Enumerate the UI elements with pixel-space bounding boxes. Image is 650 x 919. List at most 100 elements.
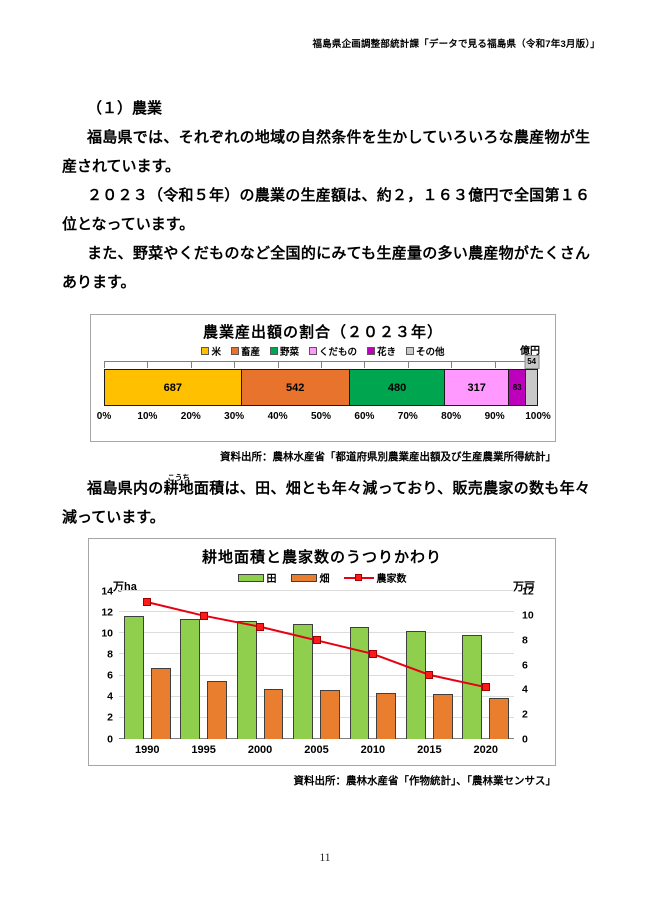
legend-swatch-icon	[269, 347, 278, 355]
right-axis-label: 8	[522, 634, 528, 647]
line-marker	[368, 649, 377, 658]
left-axis-label: 8	[107, 648, 113, 661]
tick-mark	[407, 362, 409, 368]
legend-swatch-icon	[230, 347, 239, 355]
bar-paddy-2010	[349, 626, 370, 739]
segment-value-label: 687	[163, 381, 182, 394]
gridline	[119, 674, 514, 676]
chart1-title: 農業産出額の割合（２０２３年）	[202, 324, 443, 341]
left-axis-label: 6	[107, 669, 113, 682]
tick-mark	[494, 362, 496, 368]
furigana-kochi: こうち 耕地	[163, 473, 194, 497]
bar-segment-vegetables: 480	[348, 370, 445, 405]
line-marker	[481, 683, 490, 692]
tick-mark	[104, 362, 105, 368]
left-axis-label: 2	[107, 711, 113, 724]
bar-field-1995	[207, 680, 227, 739]
bar-segment-flowers: 83	[507, 370, 526, 405]
axis-tick-label: 60%	[354, 411, 375, 422]
year-label-2015: 2015	[417, 744, 442, 756]
bar-segment-other: 54	[524, 355, 540, 405]
year-label-2005: 2005	[304, 744, 329, 756]
right-axis-label: 4	[522, 683, 528, 696]
chart1-source: 資料出所：農林水産省「都道府県別農業産出額及び生産農業所得統計」	[220, 451, 556, 463]
legend-item-rice: 米	[201, 344, 221, 358]
legend-item-田: 田	[237, 570, 277, 585]
legend-swatch-icon	[237, 573, 264, 582]
left-axis-label: 0	[107, 732, 113, 745]
bar-field-1990	[150, 668, 171, 739]
legend-label: 畑	[319, 574, 330, 585]
chart1-xlabels: 0% 10% 20% 30% 40% 50% 60% 70% 80% 90% 100%	[97, 411, 551, 425]
chart1-ticks	[104, 361, 539, 369]
paragraph-2: ２０２３（令和５年）の農業の生産額は、約２，１６３億円で全国第１６位となっていま…	[62, 187, 590, 233]
chart2-legend: 田 畑 農家数	[89, 570, 555, 585]
right-axis-label: 6	[522, 658, 528, 671]
line-marker	[425, 670, 434, 679]
paragraph-4-rest: 面積は、田、畑とも年々減っており、販売農家の数も年々減っています。	[62, 480, 590, 526]
bar-field-2010	[376, 692, 397, 739]
right-axis-unit: 万戸	[513, 581, 535, 593]
tick-mark	[364, 362, 366, 368]
legend-swatch-icon	[290, 573, 317, 582]
line-marker	[199, 611, 208, 620]
bar-field-2005	[320, 690, 340, 739]
year-label-1995: 1995	[191, 744, 216, 756]
year-label-2000: 2000	[247, 744, 273, 756]
legend-swatch-icon	[367, 347, 376, 355]
right-axis-label: 12	[522, 584, 534, 597]
axis-tick-label: 30%	[224, 411, 245, 422]
axis-tick-label: 10%	[137, 411, 158, 422]
furigana-base: 耕地	[163, 480, 194, 497]
axis-tick-label: 70%	[397, 411, 418, 422]
left-axis-label: 4	[107, 690, 113, 703]
year-label-2020: 2020	[473, 744, 499, 756]
chart1-legend: 米 畜産 野菜 くだもの 花き その他	[91, 344, 555, 358]
right-axis-label: 2	[522, 708, 528, 721]
gridline	[119, 653, 514, 655]
paragraph-4-lead: 福島県内の	[87, 480, 164, 497]
legend-label: 野菜	[279, 347, 299, 358]
legend-marker-icon	[354, 574, 362, 581]
section-heading: （１）農業	[87, 100, 163, 117]
farm-households-line	[119, 591, 514, 739]
tick-mark	[234, 362, 236, 368]
bar-paddy-2005	[293, 623, 313, 739]
legend-label: 農家数	[376, 574, 407, 585]
axis-tick-label: 40%	[267, 411, 288, 422]
gridline	[119, 716, 514, 718]
gridline	[119, 695, 514, 697]
tick-mark	[277, 362, 279, 368]
tick-mark	[190, 362, 192, 368]
legend-item-flowers: 花き	[367, 344, 396, 358]
legend-label: 花き	[377, 347, 397, 358]
gridline	[119, 738, 514, 739]
legend-label: 米	[211, 347, 221, 358]
paragraph-4: 福島県内の こうち 耕地面積は、田、畑とも年々減っており、販売農家の数も年々減ってい…	[62, 473, 590, 532]
bar-field-2020	[489, 697, 510, 739]
chart1-stacked-bar: 687 542 480 317 83 54	[104, 355, 540, 406]
chart1-plot: 687 542 480 317 83 54 0% 10% 20% 30% 40% 50% 60% 70%…	[97, 355, 551, 425]
segment-value-label: 480	[387, 381, 407, 394]
bar-paddy-1990	[123, 616, 144, 739]
chart-agricultural-output: 農業産出額の割合（２０２３年） 米畜産 野菜 くだもの 花き その他 億円 687 542…	[90, 314, 556, 442]
chart2-plot: 0 2 4 6 8 10 12 14 0 2 4 6 8 10 12 1990 1995 2000 2005 2010…	[101, 586, 533, 756]
segment-value-label: 317	[467, 381, 486, 394]
legend-item-vegetables: 野菜	[269, 344, 299, 358]
gridline	[119, 611, 514, 613]
segment-value-label: 83	[512, 383, 522, 392]
paragraph-3: また、野菜やくだものなど全国的にみても生産量の多い農産物がたくさんあります。	[62, 245, 590, 291]
line-marker	[256, 622, 265, 631]
left-axis-label: 10	[101, 627, 113, 640]
legend-item-livestock: 畜産	[230, 344, 260, 358]
right-axis-label: 10	[522, 609, 534, 622]
legend-item-農家数: 農家数	[343, 570, 407, 585]
bar-paddy-2015	[406, 631, 426, 739]
legend-label: 田	[266, 574, 277, 585]
bar-segment-fruits: 317	[444, 370, 508, 405]
axis-tick-label: 20%	[180, 411, 201, 422]
chart1-unit-label: 億円	[520, 346, 540, 357]
right-axis-label: 0	[522, 732, 528, 745]
line-marker	[143, 598, 152, 607]
legend-swatch-icon	[201, 347, 210, 355]
